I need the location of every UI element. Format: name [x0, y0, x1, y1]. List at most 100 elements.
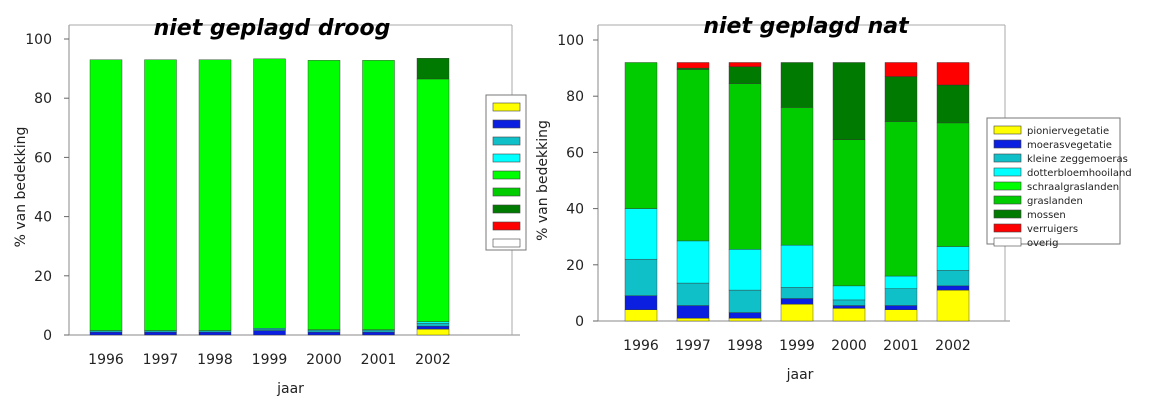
- bar-segment-1996-pioniervegetatie: [624, 309, 658, 322]
- bar-segment-1996-graslanden: [624, 62, 658, 209]
- bar-segment-2000-moerasvegetatie: [307, 331, 341, 336]
- x-tick-label: 1998: [727, 338, 763, 354]
- bar-segment-2001-kleine-zeggemoeras: [884, 288, 918, 306]
- bar-segment-1999-kleine-zeggemoeras: [780, 287, 814, 299]
- bar-segment-2002-mossen: [416, 58, 450, 80]
- bar-segment-1999-moerasvegetatie: [780, 298, 814, 305]
- bar-segment-1998-kleine-zeggemoeras: [728, 289, 762, 313]
- bar-segment-2001-moerasvegetatie: [884, 305, 918, 310]
- bar-segment-2001-schraalgraslanden: [362, 60, 395, 330]
- y-tick-label: 0: [43, 328, 52, 344]
- bar-segment-2001-pioniervegetatie: [884, 309, 918, 322]
- x-tick-label: 1999: [252, 352, 288, 368]
- legend: pioniervegetatie moerasvegetatie kleine ze…: [986, 117, 1132, 249]
- bar-segment-2001-kleine-zeggemoeras: [362, 330, 395, 333]
- legend-swatch: [492, 136, 521, 146]
- legend-swatch: [993, 125, 1022, 135]
- chart-panel-2: 0 20 40 60 80 100 1996 1997 1998 1999 2000 2001 2002…: [535, 14, 1132, 383]
- y-tick-label: 20: [34, 269, 52, 285]
- legend-label: verruigers: [1027, 224, 1078, 235]
- legend-label: mossen: [1027, 210, 1066, 221]
- bar-segment-1997-dotterbloemhooiland: [676, 240, 710, 284]
- bar-segment-2001-mossen: [884, 76, 918, 122]
- bar-segment-1997-kleine-zeggemoeras: [676, 282, 710, 306]
- bar-segment-1996-schraalgraslanden: [89, 59, 123, 331]
- x-tick-label: 1998: [197, 352, 233, 368]
- bar-segment-2002-schraalgraslanden: [416, 78, 450, 322]
- legend-swatch: [993, 153, 1022, 163]
- bar-segment-2000-mossen: [832, 62, 866, 140]
- bar-segment-1999-graslanden: [780, 107, 814, 246]
- bar-segment-2000-graslanden: [832, 139, 866, 287]
- bar-segment-1996-kleine-zeggemoeras: [89, 330, 123, 333]
- x-axis-title: jaar: [276, 381, 304, 397]
- legend-label: graslanden: [1027, 196, 1083, 207]
- x-tick-label: 1996: [88, 352, 124, 368]
- bar-segment-1996-dotterbloemhooiland: [624, 208, 658, 260]
- bar-segment-1997-verruigers: [676, 62, 710, 69]
- legend-swatch: [492, 102, 521, 112]
- legend-swatch: [492, 170, 521, 180]
- y-tick-label: 60: [34, 150, 52, 166]
- x-tick-label: 2002: [415, 352, 451, 368]
- bar-segment-1998-dotterbloemhooiland: [728, 249, 762, 291]
- bar-segment-1999-mossen: [780, 62, 814, 108]
- bar-segment-2000-kleine-zeggemoeras: [832, 299, 866, 306]
- bar-segment-1997-graslanden: [676, 69, 710, 242]
- x-tick-label: 1997: [675, 338, 711, 354]
- legend-swatch: [993, 167, 1022, 177]
- x-tick-label: 1997: [143, 352, 179, 368]
- bar-segment-1996-kleine-zeggemoeras: [624, 258, 658, 296]
- bar-segment-2001-verruigers: [884, 62, 918, 77]
- bar-segment-1997-kleine-zeggemoeras: [144, 330, 177, 333]
- bar-segment-2002-kleine-zeggemoeras: [416, 322, 450, 327]
- bar-segment-2000-kleine-zeggemoeras: [307, 330, 341, 333]
- bar-segment-1997-pioniervegetatie: [676, 317, 710, 322]
- bar-segment-2000-dotterbloemhooiland: [832, 285, 866, 301]
- x-tick-label: 1996: [623, 338, 659, 354]
- bar-segment-1999-schraalgraslanden: [253, 58, 286, 329]
- legend-box: [986, 117, 1121, 245]
- x-tick-label: 2001: [883, 338, 919, 354]
- bar-segment-1998-kleine-zeggemoeras: [198, 330, 232, 333]
- bar-segment-2001-dotterbloemhooiland: [884, 275, 918, 289]
- bar-segment-1998-moerasvegetatie: [198, 331, 232, 336]
- bar-segment-2002-verruigers: [936, 62, 970, 86]
- legend-swatch: [993, 209, 1022, 219]
- y-tick-label: 100: [25, 32, 52, 48]
- x-tick-label: 2002: [935, 338, 971, 354]
- legend-swatch: [492, 153, 521, 163]
- bar-segment-1998-schraalgraslanden: [198, 59, 232, 331]
- legend-swatch: [993, 139, 1022, 149]
- x-axis-title: jaar: [786, 367, 814, 383]
- bar-segment-2002-kleine-zeggemoeras: [936, 270, 970, 287]
- bar-segment-1998-pioniervegetatie: [728, 317, 762, 322]
- y-tick-label: 20: [566, 258, 584, 274]
- y-tick-label: 100: [557, 33, 584, 49]
- y-axis-title: % van bedekking: [535, 120, 551, 241]
- bar-segment-1998-moerasvegetatie: [728, 312, 762, 319]
- legend-label: pioniervegetatie: [1027, 126, 1109, 137]
- bar-segment-1998-mossen: [728, 66, 762, 84]
- legend-swatch: [492, 119, 521, 129]
- x-tick-label: 2000: [831, 338, 867, 354]
- bar-segment-1996-moerasvegetatie: [624, 295, 658, 310]
- bar-segment-2000-schraalgraslanden: [307, 60, 341, 330]
- bar-segment-2002-mossen: [936, 84, 970, 124]
- bar-segment-2000-pioniervegetatie: [832, 308, 866, 322]
- bar-segment-2001-graslanden: [884, 121, 918, 277]
- x-tick-label: 2000: [306, 352, 342, 368]
- bar-segment-1999-pioniervegetatie: [780, 303, 814, 322]
- bar-segment-1998-graslanden: [728, 83, 762, 250]
- bar-segment-1997-schraalgraslanden: [144, 59, 177, 331]
- legend-swatch: [492, 221, 521, 231]
- bar-segment-2002-pioniervegetatie: [416, 328, 450, 336]
- legend-label: overig: [1027, 238, 1058, 249]
- bar-segment-2001-moerasvegetatie: [362, 331, 395, 336]
- y-tick-label: 80: [566, 89, 584, 105]
- chart-title: niet geplagd droog: [154, 16, 391, 41]
- bar-segment-1996-moerasvegetatie: [89, 331, 123, 336]
- y-tick-label: 40: [566, 202, 584, 218]
- bar-segment-1999-moerasvegetatie: [253, 330, 286, 336]
